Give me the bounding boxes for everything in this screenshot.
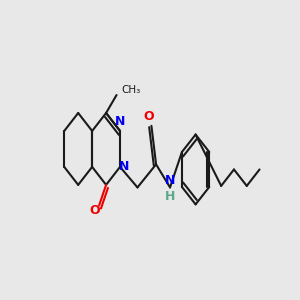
Text: CH₃: CH₃ [122,85,141,95]
Text: H: H [165,190,176,203]
Text: N: N [165,174,176,187]
Text: N: N [115,115,125,128]
Text: O: O [144,110,154,123]
Text: O: O [89,204,100,217]
Text: N: N [119,160,129,173]
